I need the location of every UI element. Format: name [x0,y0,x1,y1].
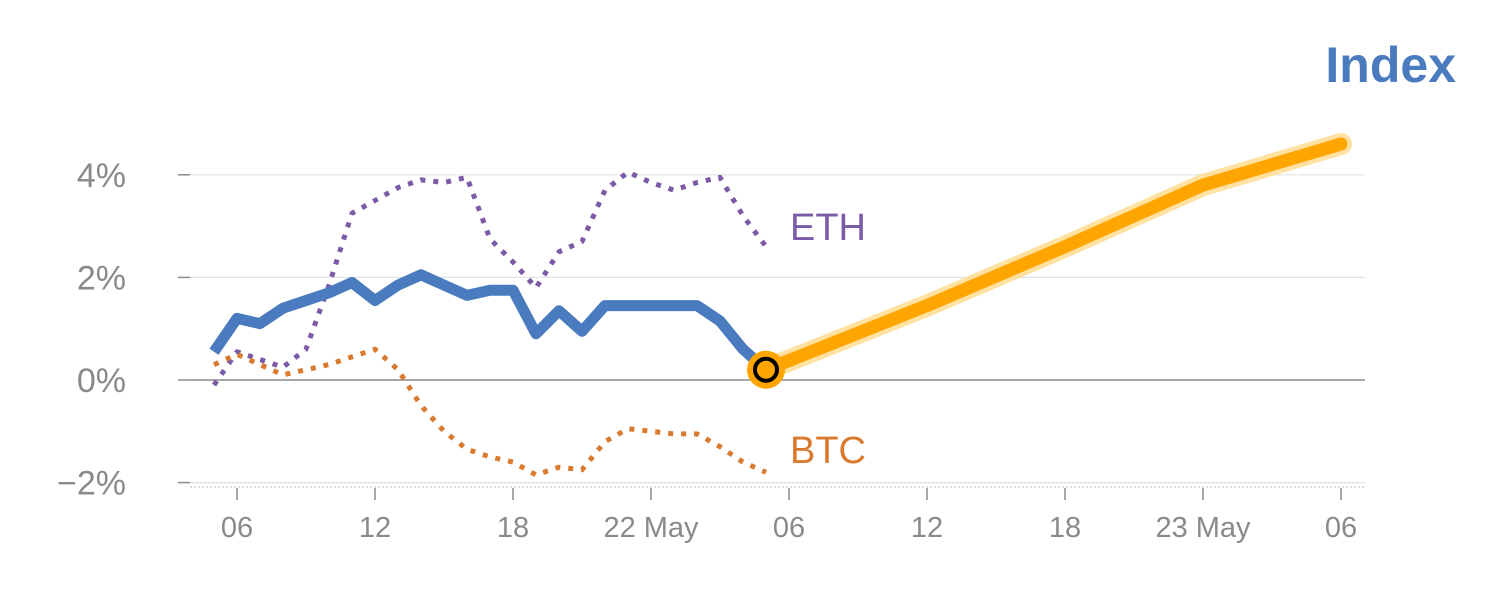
y-tick-label: 0% [77,362,126,400]
grid-lines [190,174,1365,484]
x-axis: 06 12 18 22 May 06 12 18 23 May 06 [190,486,1365,544]
eth-label: ETH [790,207,866,249]
y-tick-label: 2% [77,259,126,297]
x-tick-label: 18 [497,512,529,544]
current-point-marker [753,356,779,383]
x-tick-label: 18 [1049,512,1081,544]
y-axis: 4% 2% 0% −2% [57,157,190,503]
series-labels: ETH BTC [790,207,866,472]
eth-series-line [211,169,769,387]
y-tick-label: −2% [57,465,126,503]
x-tick-label: 23 May [1155,512,1251,544]
x-tick-label: 12 [911,512,943,544]
btc-series-line [212,346,768,478]
x-tick-label: 06 [221,512,253,544]
projection-line [759,137,1348,377]
x-tick-label: 12 [359,512,391,544]
x-tick-label: 06 [1325,512,1357,544]
x-tick-label: 06 [773,512,805,544]
index-series-line [209,269,770,374]
chart-title: Index [1325,37,1456,93]
btc-label: BTC [790,430,866,472]
plot-area [209,133,1352,478]
x-tick-label: 22 May [603,512,699,544]
y-tick-label: 4% [77,157,126,195]
